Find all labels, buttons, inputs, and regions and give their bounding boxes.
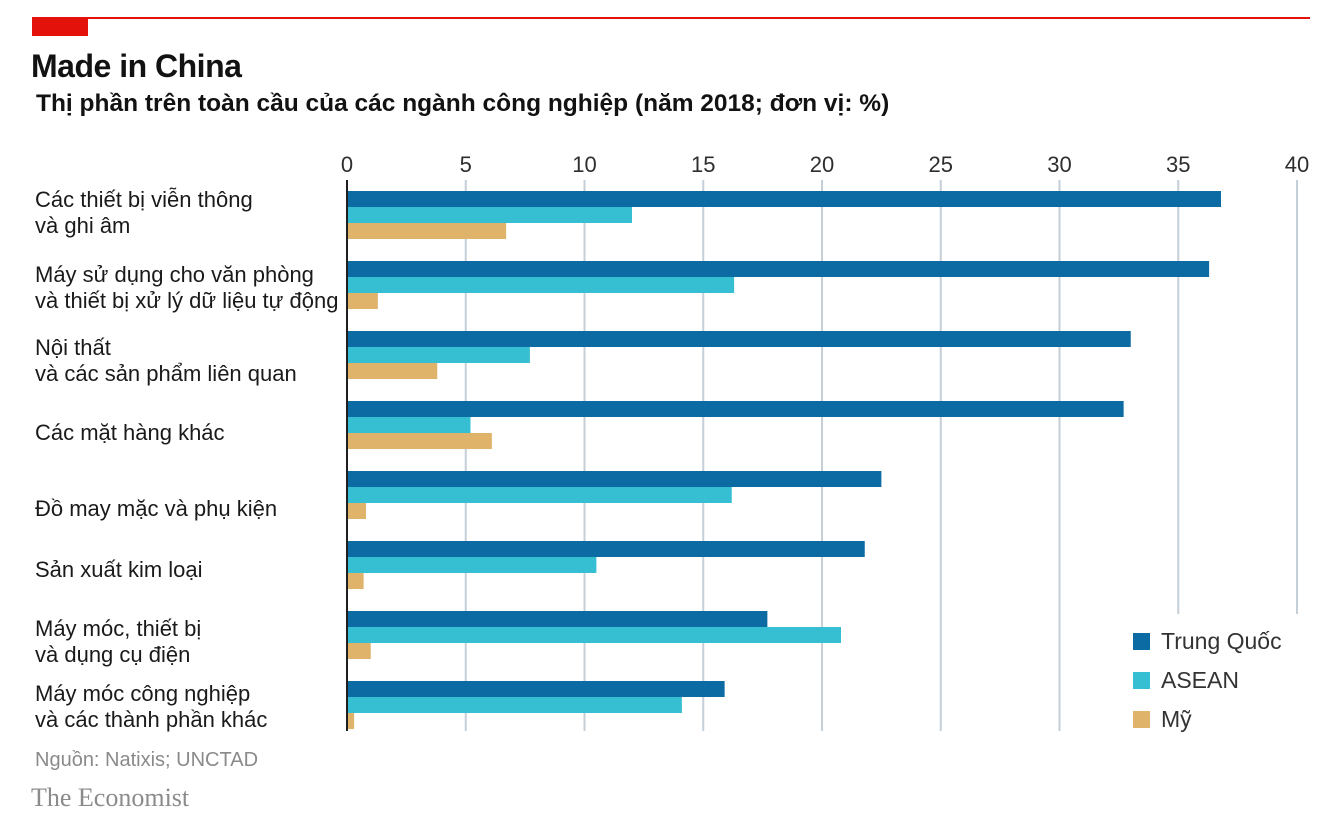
bar-asean-5 xyxy=(347,487,732,503)
x-axis-ticks: 0 5 10 15 20 25 30 35 40 xyxy=(341,152,1309,177)
legend-item-china: Trung Quốc xyxy=(1133,628,1282,654)
bar-usa-7 xyxy=(347,643,371,659)
x-tick-label-15: 15 xyxy=(691,152,715,177)
bar-usa-5 xyxy=(347,503,366,519)
bar-china-6 xyxy=(347,541,865,557)
bar-china-3 xyxy=(347,331,1131,347)
bar-asean-8 xyxy=(347,697,682,713)
bar-china-5 xyxy=(347,471,882,487)
bar-china-1 xyxy=(347,191,1221,207)
bar-group-5 xyxy=(347,471,882,519)
bar-china-8 xyxy=(347,681,725,697)
legend-item-usa: Mỹ xyxy=(1133,706,1192,732)
bar-asean-3 xyxy=(347,347,530,363)
bar-usa-3 xyxy=(347,363,438,379)
x-tick-label-30: 30 xyxy=(1047,152,1071,177)
bar-group-7 xyxy=(347,611,841,659)
bar-asean-6 xyxy=(347,557,597,573)
x-tick-label-10: 10 xyxy=(572,152,596,177)
bar-china-7 xyxy=(347,611,768,627)
legend-label-usa: Mỹ xyxy=(1161,706,1192,732)
bar-group-2 xyxy=(347,261,1210,309)
source-note: Nguồn: Natixis; UNCTAD xyxy=(35,749,259,771)
bar-asean-1 xyxy=(347,207,632,223)
bar-usa-1 xyxy=(347,223,507,239)
legend-swatch-usa xyxy=(1133,710,1150,728)
x-tick-label-20: 20 xyxy=(810,152,834,177)
bar-china-4 xyxy=(347,401,1124,417)
category-label-6: Sản xuất kim loại xyxy=(35,557,203,582)
bar-group-4 xyxy=(347,401,1124,449)
category-label-8: Máy móc công nghiệp và các thành phần kh… xyxy=(35,681,268,732)
bars xyxy=(347,191,1221,729)
bar-asean-2 xyxy=(347,277,735,293)
bar-group-1 xyxy=(347,191,1221,239)
category-label-4: Các mặt hàng khác xyxy=(35,420,225,445)
x-tick-label-5: 5 xyxy=(460,152,472,177)
bar-asean-4 xyxy=(347,417,471,433)
legend: Trung Quốc ASEAN Mỹ xyxy=(1117,614,1305,733)
bar-group-3 xyxy=(347,331,1131,379)
legend-label-china: Trung Quốc xyxy=(1161,628,1282,654)
category-label-1: Các thiết bị viễn thông và ghi âm xyxy=(35,187,253,238)
category-label-7: Máy móc, thiết bị và dụng cụ điện xyxy=(35,616,202,667)
x-tick-label-40: 40 xyxy=(1285,152,1309,177)
legend-swatch-asean xyxy=(1133,671,1150,689)
chart-subtitle: Thị phần trên toàn cầu của các ngành côn… xyxy=(36,90,890,117)
bar-usa-2 xyxy=(347,293,378,309)
bar-usa-8 xyxy=(347,713,355,729)
legend-label-asean: ASEAN xyxy=(1161,667,1239,693)
bar-group-6 xyxy=(347,541,865,589)
brand-wordmark: The Economist xyxy=(31,783,190,812)
bar-china-2 xyxy=(347,261,1210,277)
legend-swatch-china xyxy=(1133,632,1150,650)
x-tick-label-25: 25 xyxy=(929,152,953,177)
category-label-3: Nội thất và các sản phẩm liên quan xyxy=(35,335,297,386)
bar-usa-4 xyxy=(347,433,492,449)
accent-top-tab xyxy=(32,17,88,36)
bar-usa-6 xyxy=(347,573,364,589)
accent-top-rule xyxy=(32,17,1310,19)
chart-title: Made in China xyxy=(31,48,242,84)
legend-item-asean: ASEAN xyxy=(1133,667,1239,693)
category-label-5: Đồ may mặc và phụ kiện xyxy=(35,496,278,521)
category-label-2: Máy sử dụng cho văn phòng và thiết bị xử… xyxy=(35,262,339,313)
bar-group-8 xyxy=(347,681,725,729)
bar-asean-7 xyxy=(347,627,841,643)
x-tick-label-35: 35 xyxy=(1166,152,1190,177)
x-tick-label-0: 0 xyxy=(341,152,353,177)
